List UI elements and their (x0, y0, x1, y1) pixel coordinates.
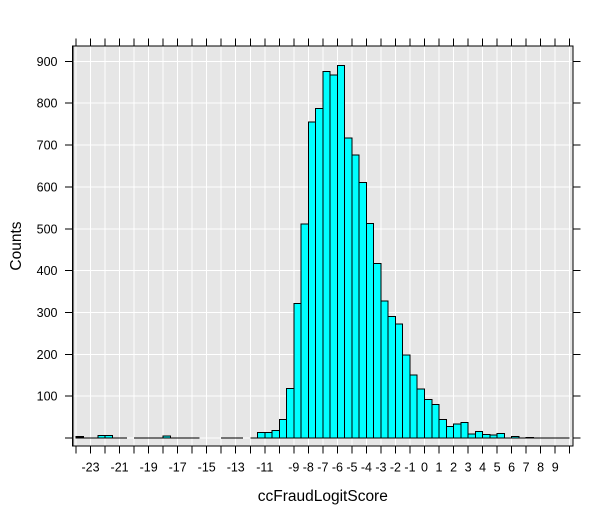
svg-text:-11: -11 (256, 461, 273, 475)
svg-text:600: 600 (37, 180, 58, 194)
svg-text:-17: -17 (169, 461, 187, 475)
svg-text:-4: -4 (361, 461, 372, 475)
svg-text:800: 800 (37, 97, 58, 111)
svg-text:8: 8 (537, 461, 544, 475)
svg-text:3: 3 (465, 461, 472, 475)
svg-text:1: 1 (436, 461, 443, 475)
svg-text:-19: -19 (140, 461, 158, 475)
svg-text:300: 300 (37, 306, 58, 320)
svg-text:400: 400 (37, 264, 58, 278)
svg-text:-21: -21 (111, 461, 129, 475)
svg-text:500: 500 (37, 222, 58, 236)
svg-text:0: 0 (421, 461, 428, 475)
svg-text:Counts: Counts (8, 221, 25, 270)
svg-text:-13: -13 (227, 461, 245, 475)
svg-text:5: 5 (494, 461, 501, 475)
svg-text:6: 6 (508, 461, 515, 475)
svg-text:7: 7 (523, 461, 530, 475)
svg-text:-9: -9 (288, 461, 299, 475)
svg-text:100: 100 (37, 390, 58, 404)
svg-text:4: 4 (479, 461, 486, 475)
svg-text:9: 9 (552, 461, 559, 475)
svg-text:-15: -15 (198, 461, 216, 475)
svg-text:-7: -7 (317, 461, 328, 475)
svg-text:-8: -8 (303, 461, 314, 475)
svg-text:900: 900 (37, 55, 58, 69)
svg-text:-3: -3 (375, 461, 386, 475)
svg-text:2: 2 (450, 461, 457, 475)
svg-text:ccFraudLogitScore: ccFraudLogitScore (258, 488, 388, 505)
svg-text:200: 200 (37, 348, 58, 362)
svg-text:-6: -6 (332, 461, 343, 475)
svg-text:-2: -2 (390, 461, 401, 475)
svg-text:-1: -1 (404, 461, 415, 475)
svg-text:-5: -5 (346, 461, 357, 475)
svg-text:-23: -23 (82, 461, 100, 475)
svg-text:700: 700 (37, 139, 58, 153)
